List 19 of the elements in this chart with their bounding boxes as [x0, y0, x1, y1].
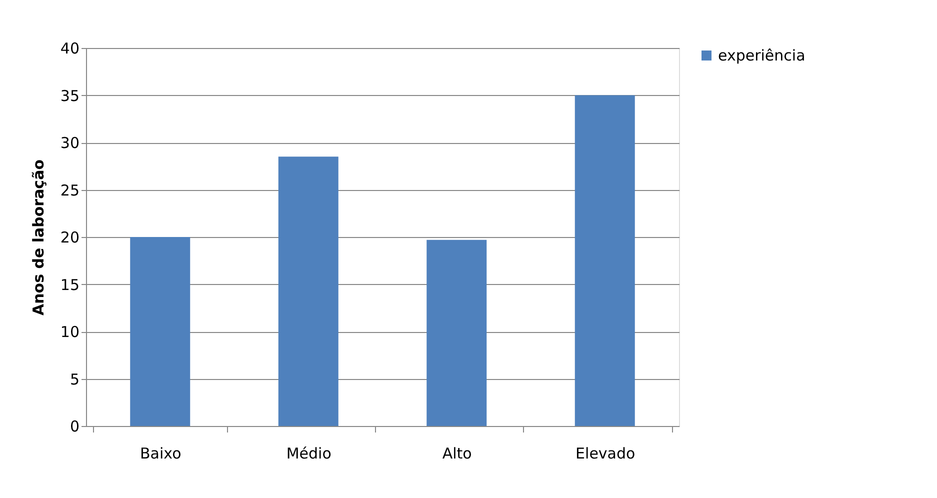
x-tick-label: Elevado	[576, 444, 636, 462]
y-tick-label: 10	[60, 323, 80, 341]
x-tick-label: Baixo	[140, 444, 182, 462]
y-tick-label: 35	[60, 86, 80, 105]
y-tick-label: 30	[60, 134, 80, 152]
legend-label: experiência	[718, 46, 806, 64]
bar	[426, 240, 487, 426]
y-tick-label: 15	[60, 276, 80, 294]
bar	[574, 95, 635, 426]
bar	[130, 237, 190, 426]
x-tick-label: Médio	[286, 444, 332, 462]
y-tick-label: 5	[70, 370, 80, 388]
bar	[278, 156, 338, 426]
y-tick-label: 0	[70, 418, 80, 436]
y-tick-label: 25	[60, 181, 80, 200]
y-tick-label: 20	[60, 228, 80, 246]
y-axis-title: Anos de laboração	[29, 159, 48, 316]
y-tick-label: 40	[60, 40, 80, 58]
x-tick-label: Alto	[442, 444, 472, 462]
